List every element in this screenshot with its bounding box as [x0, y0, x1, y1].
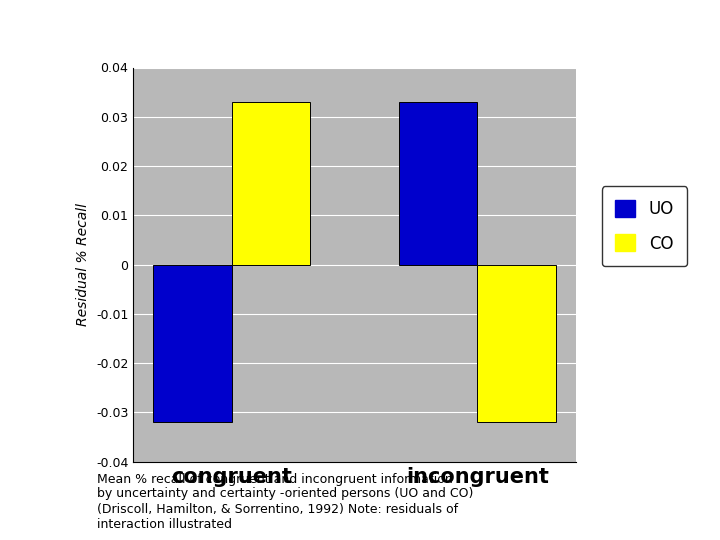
Bar [399, 102, 477, 265]
Bar [153, 265, 232, 422]
Legend: UO, CO: UO, CO [602, 186, 688, 266]
Y-axis label: Residual % Recall: Residual % Recall [76, 203, 91, 326]
Text: Mean % recall of congruent and incongruent information
by uncertainty and certai: Mean % recall of congruent and incongrue… [97, 472, 474, 530]
Bar [477, 265, 556, 422]
Bar [232, 102, 310, 265]
